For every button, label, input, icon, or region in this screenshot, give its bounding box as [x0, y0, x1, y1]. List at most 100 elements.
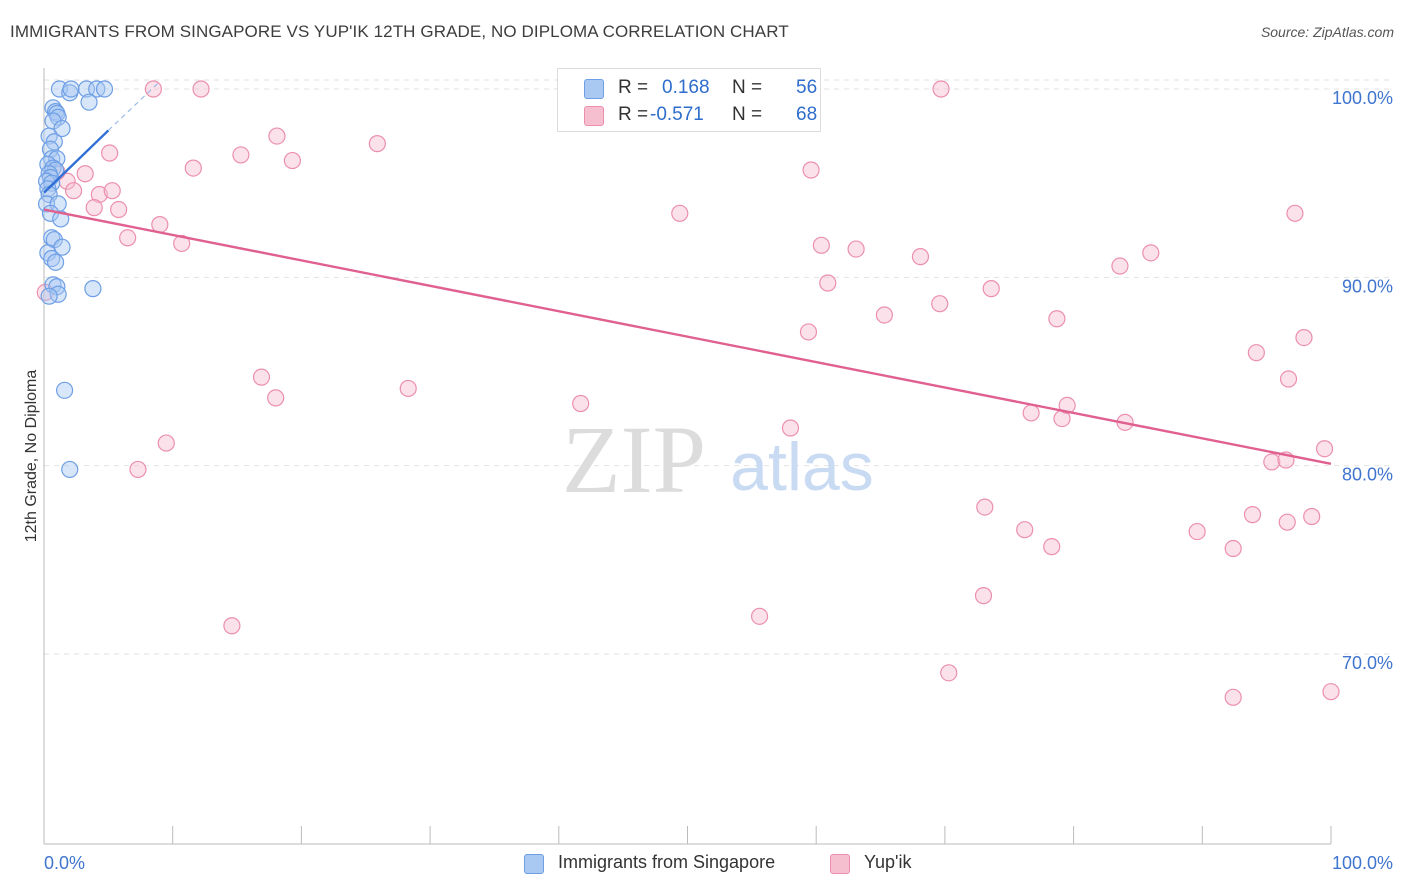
singapore-point	[52, 210, 70, 228]
yupik-point	[1286, 204, 1304, 222]
yupik-point	[85, 199, 103, 217]
yupik-point	[1279, 370, 1298, 388]
gridlines	[44, 79, 1392, 655]
singapore-point	[62, 80, 80, 98]
yupik-point	[819, 274, 837, 292]
yupik-point	[1263, 453, 1281, 471]
yupik-point	[1224, 688, 1242, 706]
singapore-points	[37, 80, 114, 479]
yupik-point	[283, 151, 301, 170]
yupik-point	[1048, 310, 1066, 328]
chart-title: IMMIGRANTS FROM SINGAPORE VS YUP'IK 12TH…	[10, 22, 789, 41]
singapore-point	[53, 119, 71, 138]
singapore-trend-line	[43, 129, 110, 194]
source-label: Source: ZipAtlas.com	[1260, 24, 1394, 40]
yupik-point	[799, 323, 818, 341]
yupik-point	[932, 80, 950, 98]
yupik-point	[101, 144, 119, 162]
yupik-point	[1142, 244, 1160, 262]
yupik-point	[368, 135, 386, 153]
yupik-point	[232, 146, 250, 164]
correlation-legend: R = 0.168 N = 56 R = -0.571 N = 68	[557, 68, 821, 132]
yupik-point	[129, 460, 147, 479]
singapore-point	[80, 93, 98, 111]
bottom-legend-label-yupik: Yup'ik	[864, 852, 912, 872]
yupik-point	[1322, 683, 1340, 701]
yupik-point	[875, 306, 894, 324]
y-axis-label: 12th Grade, No Diploma	[23, 369, 40, 543]
bottom-legend-swatch-singapore	[524, 854, 544, 874]
axes	[43, 68, 1332, 845]
yupik-point	[750, 607, 769, 625]
x-tick-label-start: 0.0%	[44, 853, 85, 873]
yupik-point	[267, 389, 285, 407]
yupik-point	[931, 295, 949, 313]
singapore-point	[61, 460, 79, 479]
yupik-point	[1295, 329, 1313, 347]
yupik-trend-line	[43, 208, 1332, 465]
tick-labels: 70.0% 80.0% 90.0% 100.0% 0.0% 100.0%	[44, 88, 1393, 873]
yupik-point	[974, 587, 993, 605]
yupik-point	[976, 498, 994, 516]
yupik-point	[911, 248, 930, 266]
yupik-point	[110, 200, 128, 219]
yupik-point	[802, 161, 820, 179]
yupik-point	[103, 182, 121, 200]
yupik-point	[192, 80, 210, 98]
yupik-point	[572, 394, 590, 413]
yupik-point	[1224, 539, 1242, 558]
yupik-point	[90, 185, 108, 204]
yupik-point	[982, 280, 1000, 298]
yupik-point	[223, 617, 241, 635]
yupik-point	[1243, 506, 1262, 524]
singapore-point	[95, 80, 114, 98]
legend-swatch-yupik	[584, 106, 604, 126]
yupik-point	[184, 159, 202, 177]
y-tick-label: 70.0%	[1342, 653, 1393, 673]
bottom-legend-label-singapore: Immigrants from Singapore	[558, 852, 776, 872]
legend-r-value: -0.571	[650, 104, 704, 125]
legend-n-value: 68	[796, 104, 818, 125]
yupik-point	[1303, 507, 1321, 526]
yupik-point	[1315, 440, 1334, 458]
yupik-point	[1058, 396, 1076, 414]
yupik-point	[847, 240, 865, 258]
yupik-point	[812, 236, 830, 254]
y-tick-label: 100.0%	[1332, 88, 1393, 108]
legend-r-value: 0.168	[662, 77, 710, 98]
bottom-legend-swatch-yupik	[830, 854, 850, 874]
legend-r-label: R =	[618, 104, 649, 125]
singapore-point	[46, 253, 65, 271]
legend-n-label: N =	[732, 77, 763, 98]
yupik-point	[268, 127, 286, 145]
yupik-point	[399, 379, 417, 398]
x-tick-label-end: 100.0%	[1332, 853, 1393, 873]
watermark-zip: ZIP	[562, 406, 706, 513]
yupik-point	[1043, 538, 1061, 556]
yupik-point	[1111, 257, 1129, 275]
yupik-point	[119, 229, 137, 247]
yupik-point	[1278, 513, 1296, 531]
yupik-point	[252, 368, 271, 386]
yupik-point	[1188, 522, 1206, 541]
y-tick-label: 80.0%	[1342, 465, 1393, 485]
legend-n-label: N =	[732, 104, 763, 125]
watermark-atlas: atlas	[730, 429, 874, 505]
watermark: ZIP atlas	[562, 406, 874, 513]
yupik-point	[1022, 404, 1040, 422]
singapore-point	[84, 280, 102, 298]
singapore-point	[55, 381, 74, 399]
yupik-point	[173, 234, 191, 253]
legend-r-label: R =	[618, 77, 649, 98]
yupik-point	[671, 204, 689, 222]
trend-lines	[43, 81, 1332, 465]
singapore-point	[40, 287, 58, 305]
singapore-trend-extension	[107, 81, 161, 131]
yupik-point	[144, 80, 162, 98]
yupik-point	[940, 664, 958, 682]
yupik-point	[65, 182, 83, 200]
yupik-point	[1247, 344, 1265, 362]
y-tick-label: 90.0%	[1342, 276, 1393, 296]
yupik-point	[1016, 521, 1034, 539]
